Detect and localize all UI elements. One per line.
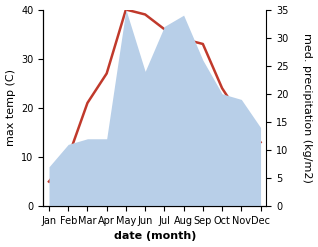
- X-axis label: date (month): date (month): [114, 231, 196, 242]
- Y-axis label: med. precipitation (kg/m2): med. precipitation (kg/m2): [302, 33, 313, 183]
- Y-axis label: max temp (C): max temp (C): [5, 69, 16, 146]
